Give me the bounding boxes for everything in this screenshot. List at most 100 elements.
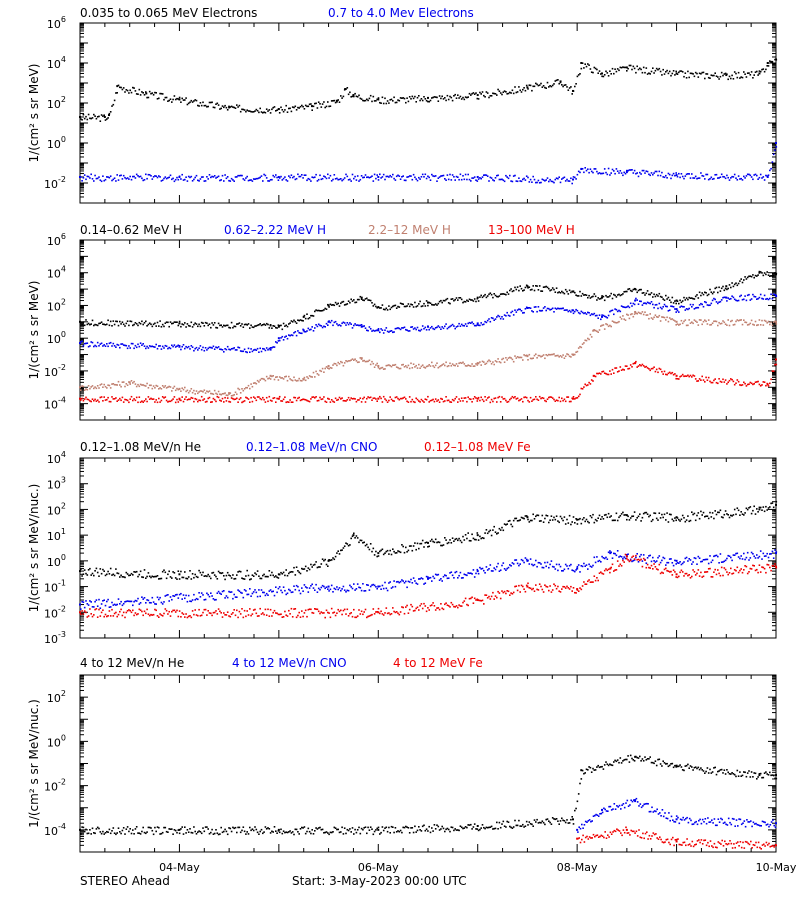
data-point bbox=[453, 299, 455, 302]
data-point bbox=[197, 104, 199, 107]
data-point bbox=[277, 325, 280, 328]
data-point bbox=[581, 565, 584, 568]
data-point bbox=[119, 576, 121, 578]
data-point bbox=[468, 92, 471, 95]
data-point bbox=[492, 179, 494, 181]
data-point bbox=[725, 285, 728, 288]
data-point bbox=[79, 386, 81, 389]
data-point bbox=[627, 288, 629, 291]
data-point bbox=[90, 601, 92, 603]
data-point bbox=[726, 288, 728, 291]
data-point bbox=[111, 325, 113, 327]
data-point bbox=[243, 109, 246, 111]
data-point bbox=[81, 575, 83, 577]
data-point bbox=[692, 513, 694, 516]
y-tick-label: 100 bbox=[47, 135, 66, 151]
y-tick-label: 100 bbox=[47, 553, 66, 569]
data-point bbox=[536, 514, 538, 516]
data-point bbox=[520, 398, 523, 400]
data-point bbox=[602, 314, 605, 317]
data-point bbox=[444, 325, 446, 328]
data-point bbox=[558, 307, 560, 310]
data-point bbox=[304, 379, 307, 382]
data-point bbox=[106, 573, 108, 576]
data-point bbox=[288, 107, 290, 110]
data-point bbox=[275, 401, 277, 403]
data-point bbox=[681, 305, 684, 308]
data-point bbox=[139, 602, 142, 604]
data-point bbox=[718, 321, 720, 324]
data-point bbox=[655, 170, 658, 173]
data-point bbox=[745, 385, 748, 387]
data-point bbox=[650, 367, 653, 370]
data-point bbox=[382, 332, 385, 334]
data-point bbox=[202, 322, 204, 324]
data-point bbox=[278, 573, 281, 576]
data-point bbox=[107, 345, 109, 348]
data-point bbox=[115, 92, 117, 94]
data-point bbox=[763, 319, 766, 322]
data-point bbox=[542, 85, 545, 87]
data-point bbox=[767, 174, 770, 176]
data-point bbox=[732, 78, 735, 80]
data-point bbox=[160, 348, 163, 350]
data-point bbox=[453, 325, 455, 327]
data-point bbox=[540, 355, 542, 358]
data-point bbox=[187, 576, 190, 578]
data-point bbox=[466, 574, 468, 577]
data-point bbox=[134, 399, 137, 402]
data-point bbox=[416, 179, 419, 182]
data-point bbox=[306, 330, 308, 332]
data-point bbox=[165, 345, 168, 347]
data-point bbox=[438, 579, 441, 581]
data-point bbox=[518, 308, 520, 310]
data-point bbox=[523, 354, 525, 356]
data-point bbox=[709, 178, 711, 180]
data-point bbox=[437, 177, 440, 179]
data-point bbox=[597, 297, 599, 299]
data-point bbox=[499, 178, 502, 181]
data-point bbox=[328, 398, 330, 400]
data-point bbox=[470, 180, 472, 182]
data-point bbox=[584, 312, 586, 314]
data-point bbox=[707, 76, 710, 79]
data-point bbox=[485, 296, 488, 299]
data-point bbox=[369, 176, 372, 178]
data-point bbox=[389, 364, 391, 367]
data-point bbox=[215, 326, 217, 329]
data-point bbox=[189, 398, 191, 401]
y-tick-label: 10-1 bbox=[44, 579, 66, 595]
data-point bbox=[652, 367, 654, 370]
data-point bbox=[86, 603, 89, 605]
data-point bbox=[349, 544, 351, 546]
data-point bbox=[646, 367, 649, 369]
data-point bbox=[190, 388, 193, 390]
data-point bbox=[366, 397, 368, 400]
data-point bbox=[731, 515, 733, 517]
data-point bbox=[613, 321, 615, 323]
data-point bbox=[475, 538, 477, 541]
data-point bbox=[303, 330, 306, 333]
data-point bbox=[323, 309, 325, 311]
data-point bbox=[358, 586, 360, 589]
data-point bbox=[117, 598, 120, 600]
data-point bbox=[606, 72, 609, 74]
data-point bbox=[368, 299, 371, 301]
data-point bbox=[640, 68, 642, 71]
data-point bbox=[119, 320, 121, 323]
data-point bbox=[450, 401, 453, 403]
data-point bbox=[503, 361, 506, 363]
data-point bbox=[675, 302, 677, 305]
data-point bbox=[542, 307, 545, 309]
data-point bbox=[301, 319, 303, 322]
data-point bbox=[609, 310, 611, 313]
data-point bbox=[607, 167, 610, 170]
data-point bbox=[79, 570, 81, 573]
data-point bbox=[585, 65, 588, 68]
data-point bbox=[675, 320, 678, 323]
data-point bbox=[306, 313, 308, 315]
data-point bbox=[112, 342, 115, 345]
data-point bbox=[355, 360, 358, 362]
data-point bbox=[352, 94, 355, 97]
data-point bbox=[290, 571, 293, 573]
